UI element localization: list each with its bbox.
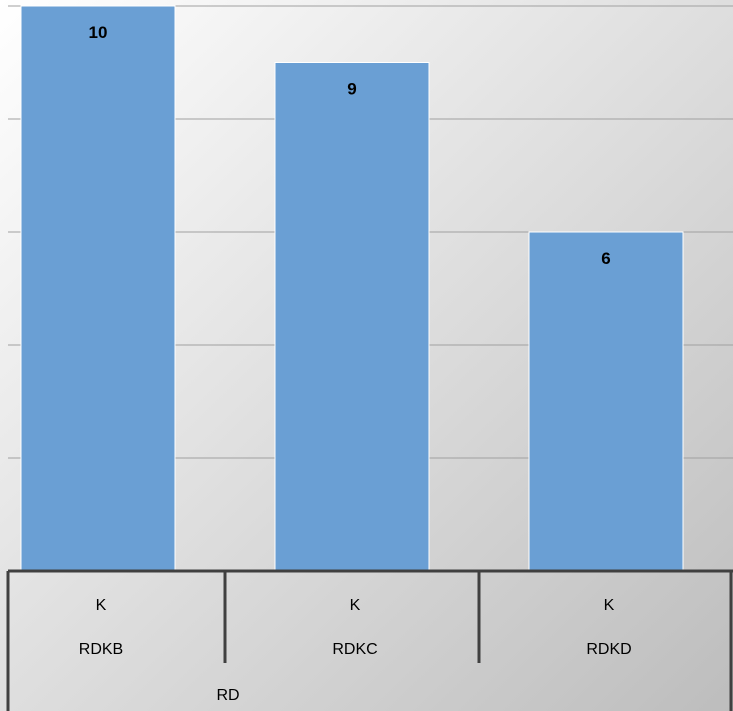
category-label-level1: K [604, 597, 615, 614]
x-axis: K RDKB K RDKC K RDKD RD [6, 569, 733, 711]
data-label-rdkb: 10 [89, 23, 108, 42]
category-label-level2: RDKC [332, 641, 377, 658]
bar-rdkc [274, 62, 430, 572]
category-label-level1: K [350, 597, 361, 614]
category-label-level2: RDKB [79, 641, 123, 658]
data-label-rdkc: 9 [347, 80, 356, 99]
data-label-rdkd: 6 [601, 249, 610, 268]
bar-rdkb [20, 5, 176, 572]
data-labels: 10 9 6 [89, 23, 611, 268]
category-label-level2: RDKD [586, 641, 631, 658]
category-label-level1: K [96, 597, 107, 614]
bar-rdkd [528, 231, 684, 572]
bars [20, 5, 684, 572]
group-label: RD [216, 687, 239, 704]
